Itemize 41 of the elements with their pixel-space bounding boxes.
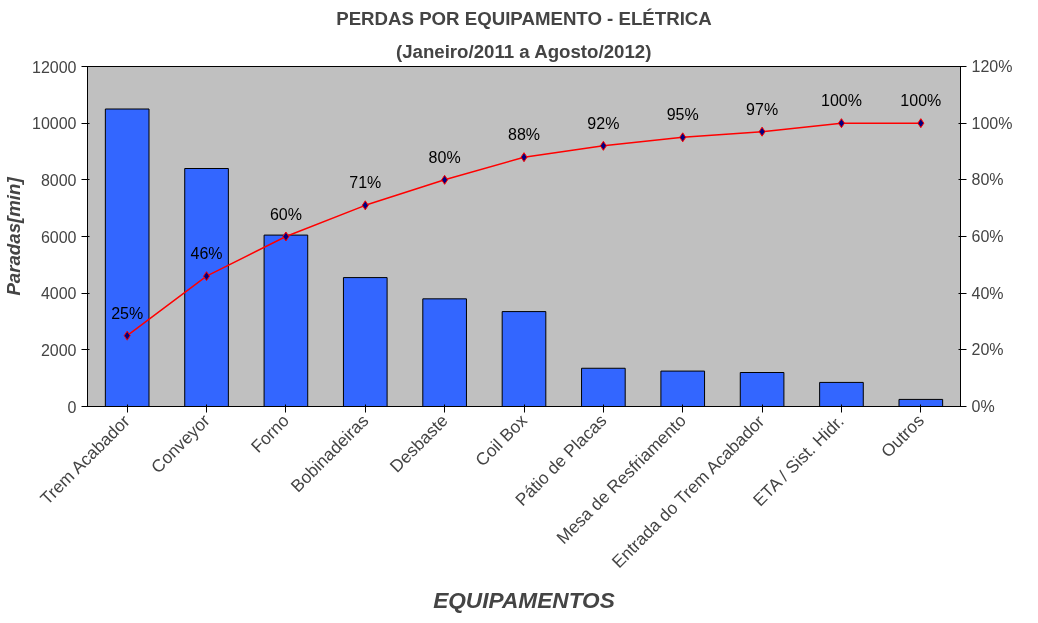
point [837, 118, 845, 129]
data-label: 25% [111, 304, 144, 322]
data-label: 100% [900, 92, 942, 110]
data-label: 46% [190, 245, 223, 263]
y2-tick-label: 100% [971, 114, 1013, 132]
data-label: 92% [587, 114, 620, 132]
data-label: 71% [349, 174, 382, 192]
point [520, 152, 528, 163]
y2-tick-label: 0% [971, 398, 995, 415]
point [361, 200, 369, 211]
data-label: 100% [820, 92, 862, 110]
y-tick-label: 10000 [32, 115, 77, 133]
y2-tick-label: 80% [971, 171, 1004, 189]
chart-title: PERDAS POR EQUIPAMENTO - ELÉTRICA [336, 7, 712, 29]
y-tick-label: 6000 [40, 228, 77, 246]
y-tick-label: 12000 [32, 58, 77, 76]
data-label: 60% [269, 205, 302, 223]
y2-tick-label: 20% [971, 341, 1004, 359]
y-tick-label: 0 [67, 398, 77, 416]
y-tick-label: 8000 [40, 171, 77, 189]
data-label: 80% [428, 148, 461, 166]
y-tick-label: 2000 [40, 341, 77, 359]
x-tick-label: Coil Box [471, 410, 532, 471]
y2-tick-label: 120% [971, 58, 1013, 75]
data-label: 88% [507, 126, 541, 144]
point [679, 132, 687, 143]
point [599, 140, 607, 151]
point [282, 231, 290, 242]
y-tick-label: 4000 [40, 285, 77, 303]
point [123, 330, 131, 341]
point [441, 174, 449, 185]
y-axis-title: Paradas[min] [3, 176, 25, 296]
data-label: 97% [746, 100, 779, 118]
x-axis-title: EQUIPAMENTOS [433, 586, 615, 613]
point [203, 271, 211, 282]
point [917, 118, 925, 129]
y2-tick-label: 60% [971, 228, 1004, 245]
point [758, 126, 766, 137]
chart-subtitle: (Janeiro/2011 a Agosto/2012) [395, 40, 652, 62]
data-label: 95% [666, 106, 699, 124]
y2-tick-label: 40% [971, 284, 1004, 302]
